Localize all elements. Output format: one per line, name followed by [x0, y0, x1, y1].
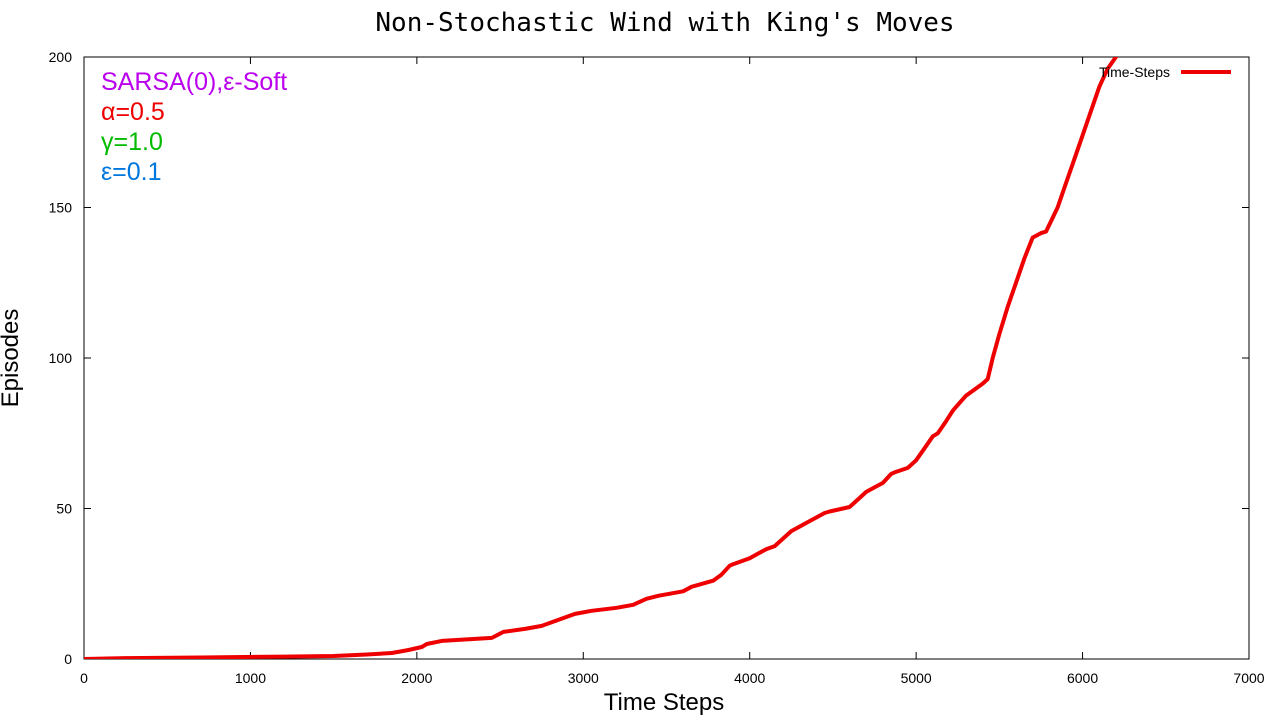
x-tick-label: 5000	[901, 670, 932, 686]
x-axis-label: Time Steps	[604, 689, 724, 716]
series-line-time-steps	[84, 57, 1119, 659]
x-tick-label: 7000	[1233, 670, 1264, 686]
plot-frame	[83, 56, 1250, 660]
legend-label-time-steps: Time-Steps	[1099, 64, 1170, 80]
legend: Time-Steps	[1099, 64, 1231, 80]
x-tick-label: 6000	[1067, 670, 1098, 686]
y-tick-label: 50	[56, 501, 72, 517]
x-tick-label: 0	[80, 670, 88, 686]
x-tick-label: 4000	[734, 670, 765, 686]
y-tick-label: 0	[64, 651, 72, 667]
annotation-epsilon: ε=0.1	[101, 158, 162, 186]
x-tick-label: 2000	[401, 670, 432, 686]
annotation-method: SARSA(0),ε-Soft	[101, 68, 287, 96]
y-axis-label: Episodes	[0, 309, 24, 408]
y-tick-label: 150	[49, 200, 73, 216]
annotation-block: SARSA(0),ε-Soft α=0.5 γ=1.0 ε=0.1	[101, 68, 287, 186]
series-layer	[84, 57, 1119, 659]
x-tick-label: 3000	[568, 670, 599, 686]
annotation-alpha: α=0.5	[101, 98, 165, 126]
y-tick-label: 100	[49, 350, 73, 366]
x-tick-label: 1000	[235, 670, 266, 686]
y-tick-label: 200	[49, 49, 73, 65]
chart-title: Non-Stochastic Wind with King's Moves	[375, 8, 954, 38]
annotation-gamma: γ=1.0	[101, 128, 163, 156]
tick-group: 0 1000 2000 3000 4000 5000 6000 7000 0 50 100 150 20…	[49, 49, 1265, 686]
